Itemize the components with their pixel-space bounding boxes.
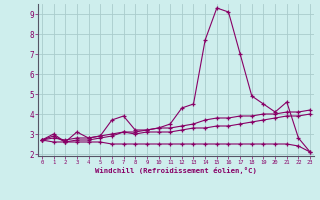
X-axis label: Windchill (Refroidissement éolien,°C): Windchill (Refroidissement éolien,°C) <box>95 167 257 174</box>
